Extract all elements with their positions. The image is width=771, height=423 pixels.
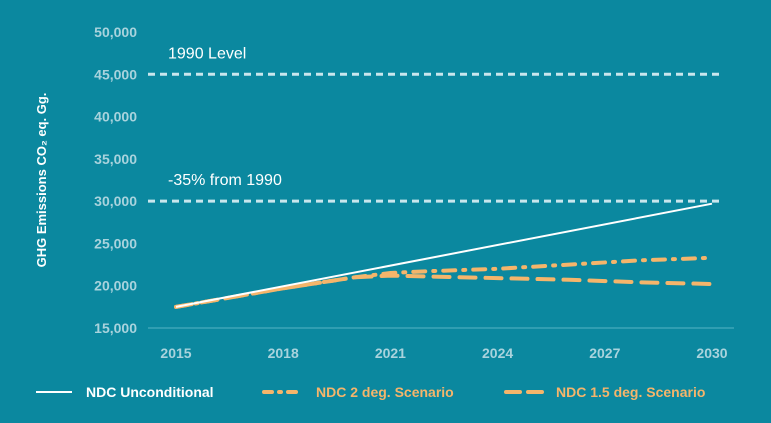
x-tick-label: 2021: [375, 345, 406, 361]
legend-label: NDC 1.5 deg. Scenario: [556, 384, 705, 400]
y-tick-label: 20,000: [94, 278, 137, 294]
x-tick-label: 2024: [482, 345, 513, 361]
x-tick-label: 2015: [160, 345, 191, 361]
legend-label: NDC 2 deg. Scenario: [316, 384, 454, 400]
y-tick-label: 30,000: [94, 193, 137, 209]
reference-line-label: -35% from 1990: [168, 172, 282, 189]
y-tick-label: 15,000: [94, 320, 137, 336]
series-line-ndc-1-5-deg-scenario: [174, 273, 714, 309]
y-tick-label: 40,000: [94, 109, 137, 125]
x-tick-label: 2030: [696, 345, 727, 361]
legend-label: NDC Unconditional: [86, 384, 214, 400]
y-tick-label: 45,000: [94, 66, 137, 82]
x-tick-label: 2018: [268, 345, 299, 361]
y-axis-label: GHG Emissions CO₂ eq. Gg.: [34, 93, 49, 268]
y-tick-label: 25,000: [94, 235, 137, 251]
y-tick-label: 35,000: [94, 151, 137, 167]
reference-line-label: 1990 Level: [168, 45, 246, 62]
y-tick-label: 50,000: [94, 24, 137, 40]
series-line-ndc-unconditional: [175, 202, 713, 308]
x-tick-label: 2027: [589, 345, 620, 361]
